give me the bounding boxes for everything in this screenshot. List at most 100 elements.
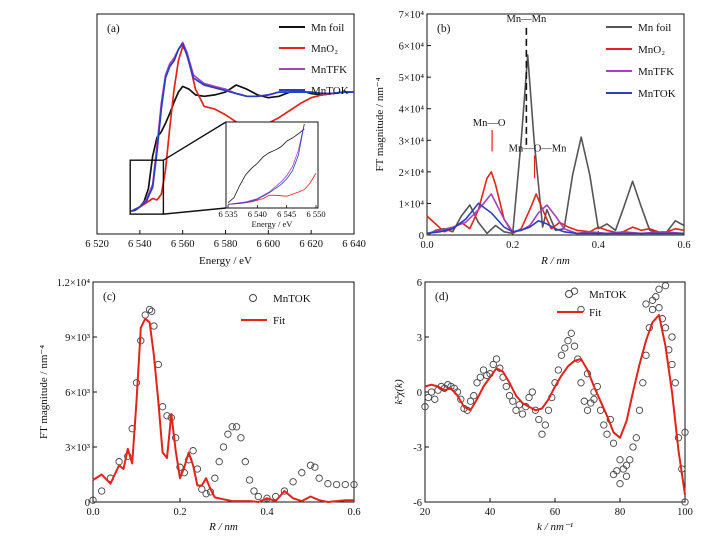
- panel-c-mntok-point: [311, 463, 319, 471]
- panel-d-mntok-point: [648, 305, 657, 314]
- panel-c-mntok-point: [150, 322, 158, 330]
- panel-b-ytick-label: 0: [419, 231, 424, 242]
- panel-d-frame: [424, 281, 686, 503]
- panel-c-mntok-point: [215, 458, 223, 466]
- panel-d-mntok-point: [648, 296, 657, 304]
- panel-d-mntok-point: [600, 421, 608, 429]
- panel-d-legend-marker: [565, 290, 573, 298]
- panel-b-ytick-label: 2×10⁴: [399, 168, 425, 179]
- panel-c-ytick-label: 1.2×10⁴: [57, 278, 91, 289]
- panel-c-mntok-point: [289, 478, 297, 486]
- panel-a-series-line: [131, 84, 354, 213]
- panel-d-mntok-point: [492, 355, 501, 363]
- panel-a-inset-series-line: [227, 128, 305, 204]
- panel-d-mntok-point: [642, 300, 650, 308]
- panel-d-mntok-point: [603, 430, 611, 438]
- panel-d-mntok-point: [509, 397, 517, 405]
- panel-a-xtick-label: 6 580: [214, 239, 238, 250]
- panel-a-label: (a): [107, 23, 120, 35]
- panel-d-mntok-point: [564, 337, 572, 345]
- panel-b-series-line: [426, 171, 685, 235]
- panel-d-mntok-point: [489, 360, 497, 369]
- panel-d-mntok-point: [528, 388, 536, 396]
- panel-d-mntok-point: [535, 415, 543, 424]
- panel-b-xtick-label: 0.2: [506, 240, 519, 251]
- panel-a-zoom-connector: [163, 207, 227, 215]
- panel-a-legend-label: MnTOK: [311, 85, 349, 97]
- panel-d-mntok-point: [674, 434, 683, 442]
- panel-b-ytick-label: 1×10⁴: [399, 199, 425, 210]
- panel-d-mntok-point: [470, 392, 478, 400]
- panel-d-mntok-point: [681, 498, 689, 506]
- panel-d-xtick-label: 100: [677, 507, 693, 518]
- panel-c-ytick-label: 6×10³: [65, 388, 90, 399]
- panel-b-ytick-label: 5×10⁴: [399, 73, 425, 84]
- panel-d-mntok-point: [512, 406, 520, 414]
- panel-d-mntok-point: [538, 430, 546, 438]
- panel-c-mntok-point: [158, 403, 167, 411]
- panel-c-mntok-point: [324, 480, 332, 488]
- panel-d-mntok-point: [661, 324, 670, 332]
- panel-d-mntok-point: [577, 379, 585, 387]
- panel-c-mntok-point: [332, 480, 341, 489]
- panel-c-y-axis-label: FT magnitude / nm⁻⁴: [38, 345, 50, 439]
- panel-a-legend-label: MnO₂: [311, 43, 338, 55]
- panel-a-xtick-label: 6 640: [342, 239, 366, 250]
- panel-d-mntok-point: [427, 388, 436, 396]
- panel-d-mntok-point: [561, 344, 569, 352]
- panel-d-xtick-label: 60: [550, 507, 561, 518]
- panel-c-xtick-label: 0.6: [347, 507, 360, 518]
- panel-d-mntok-point: [655, 304, 663, 312]
- panel-b-xtick-label: 0.4: [592, 240, 606, 251]
- panel-a-inset-frame: [225, 121, 319, 209]
- panel-d-legend-label: Fit: [589, 307, 601, 319]
- panel-d-xtick-label: 80: [615, 507, 626, 518]
- panel-c-mntok-point: [89, 496, 97, 504]
- panel-c-xtick-label: 0.4: [260, 507, 274, 518]
- panel-c-legend-label: Fit: [273, 315, 285, 327]
- panel-d-mntok-point: [635, 406, 644, 414]
- panel-a-legend-label: Mn foil: [311, 22, 344, 34]
- panel-c-mntok-point: [232, 423, 241, 431]
- panel-b-x-axis-label: R / nm: [540, 255, 570, 267]
- panel-a-inset-xtick-label: 6 545: [277, 209, 296, 219]
- panel-d-mntok-point: [616, 480, 624, 488]
- panel-b-series-line: [426, 202, 684, 235]
- panel-d-fit-line: [424, 314, 686, 495]
- panel-d-mntok-point: [609, 439, 618, 447]
- panel-d-xtick-label: 20: [420, 507, 431, 518]
- panel-a-inset-x-axis-label: Energy / eV: [252, 219, 294, 229]
- panel-c-mntok-point: [224, 430, 232, 438]
- panel-c-mntok-point: [98, 487, 106, 495]
- panel-c-mntok-point: [241, 458, 249, 466]
- panel-d-xtick-label: 40: [485, 507, 496, 518]
- panel-b-annotation: Mn—O: [473, 118, 506, 129]
- panel-d-ytick-label: -6: [413, 498, 422, 509]
- panel-c-mntok-point: [211, 474, 219, 482]
- panel-c-mntok-point: [350, 480, 358, 489]
- panel-d-mntok-point: [639, 379, 647, 387]
- panel-c-legend-label: MnTOK: [273, 293, 311, 305]
- panel-d-mntok-point: [626, 456, 634, 464]
- panel-d-mntok-point: [557, 351, 566, 359]
- panel-c-mntok-point: [250, 487, 258, 495]
- panel-d-mntok-point: [502, 382, 510, 391]
- panel-d-mntok-point: [580, 397, 588, 405]
- panel-d-mntok-point: [515, 401, 523, 409]
- panel-d-ytick-label: 0: [417, 388, 422, 399]
- panel-d-mntok-point: [476, 373, 484, 381]
- panel-c-mntok-point: [141, 311, 149, 319]
- panel-d-mntok-point: [642, 351, 650, 359]
- panel-d-mntok-point: [479, 366, 488, 374]
- panel-c-mntok-point: [245, 476, 254, 484]
- panel-c-mntok-point: [148, 307, 156, 315]
- panel-a-inset-xtick-label: 6 550: [306, 209, 325, 219]
- panel-c-mntok-point: [176, 463, 184, 471]
- panel-a-legend-label: MnTFK: [311, 64, 347, 76]
- panel-b-label: (b): [437, 23, 451, 35]
- panel-d-mntok-point: [421, 403, 429, 411]
- panel-d-mntok-point: [505, 392, 514, 400]
- panel-b-annotation: Mn—O—Mn: [509, 143, 568, 154]
- panel-d-mntok-point: [681, 428, 689, 436]
